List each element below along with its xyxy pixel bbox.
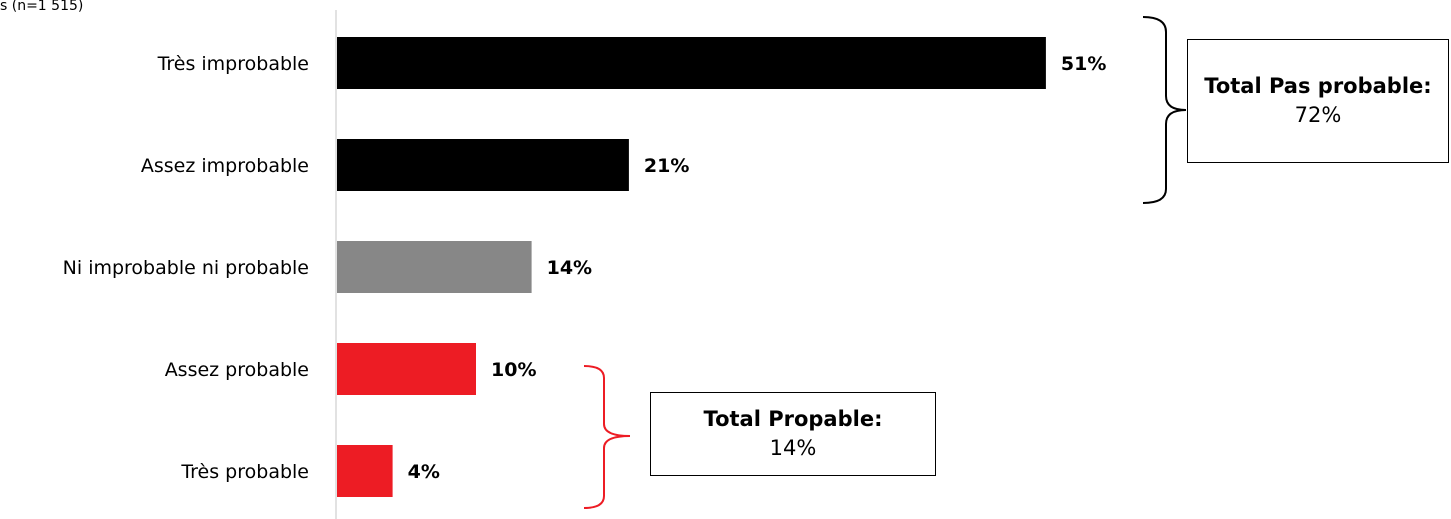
value-label-ni-improbable-ni-probable: 14% bbox=[547, 257, 592, 279]
total-probable-box: Total Propable: 14% bbox=[650, 392, 936, 476]
bar-tres-improbable bbox=[337, 37, 1046, 89]
category-label-tres-probable: Très probable bbox=[180, 461, 309, 483]
bar-assez-improbable bbox=[337, 139, 629, 191]
total-pas-probable-value: 72% bbox=[1294, 103, 1342, 127]
chart-subtitle: s (n=1 515) bbox=[0, 0, 84, 14]
value-label-tres-probable: 4% bbox=[408, 461, 440, 483]
value-label-assez-probable: 10% bbox=[491, 359, 536, 381]
total-pas-probable-label: Total Pas probable: bbox=[1204, 74, 1432, 98]
total-pas-probable-box: Total Pas probable: 72% bbox=[1187, 39, 1449, 163]
category-label-assez-probable: Assez probable bbox=[165, 359, 309, 381]
value-label-assez-improbable: 21% bbox=[644, 155, 689, 177]
bar-ni-improbable-ni-probable bbox=[337, 241, 532, 293]
bar-tres-probable bbox=[337, 445, 393, 497]
total-probable-value: 14% bbox=[769, 436, 817, 460]
bar-assez-probable bbox=[337, 343, 476, 395]
value-label-tres-improbable: 51% bbox=[1061, 53, 1106, 75]
bracket-pas-probable bbox=[1142, 16, 1187, 204]
bracket-probable bbox=[583, 365, 631, 509]
category-label-ni-improbable-ni-probable: Ni improbable ni probable bbox=[63, 257, 309, 279]
category-label-tres-improbable: Très improbable bbox=[157, 53, 309, 75]
total-probable-label: Total Propable: bbox=[703, 407, 883, 431]
category-label-assez-improbable: Assez improbable bbox=[141, 155, 309, 177]
